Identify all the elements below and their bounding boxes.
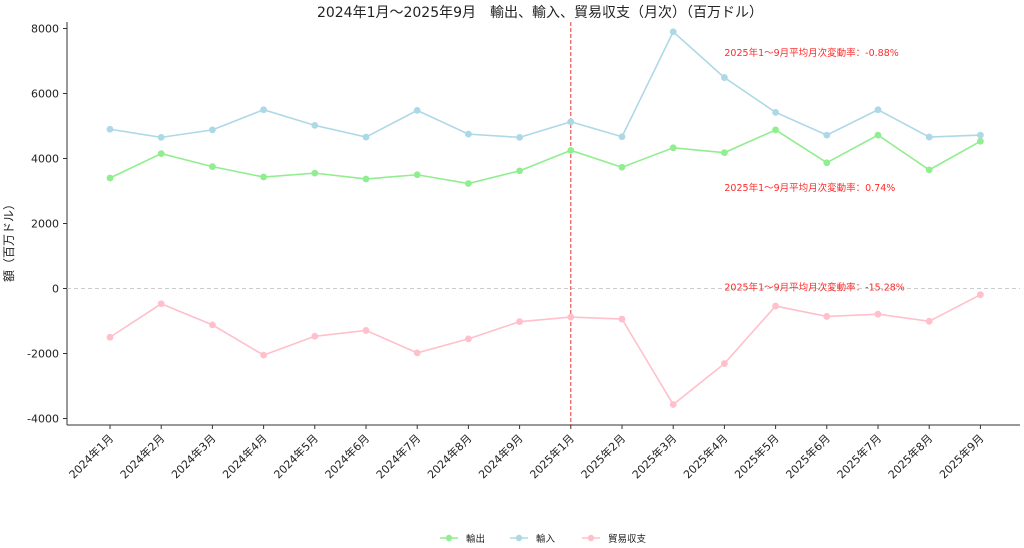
data-point <box>311 169 319 177</box>
data-point <box>618 315 626 323</box>
legend: 輸出 輸入 貿易収支 <box>440 533 647 545</box>
y-tick-label: 8000 <box>31 23 59 36</box>
data-point <box>362 133 370 141</box>
data-point <box>925 317 933 325</box>
x-tick-label: 2025年7月 <box>834 431 884 481</box>
x-tick-label: 2024年5月 <box>271 431 321 481</box>
legend-marker-1 <box>515 534 523 542</box>
data-point <box>925 133 933 141</box>
y-tick-label: 2000 <box>31 218 59 231</box>
y-tick-label: -2000 <box>27 348 59 361</box>
data-point <box>772 126 779 134</box>
legend-label-0: 輸出 <box>466 533 485 545</box>
data-point <box>567 313 575 321</box>
legend-marker-2 <box>587 534 595 542</box>
data-point <box>874 106 882 114</box>
data-point <box>209 321 216 329</box>
data-point <box>209 126 216 134</box>
data-point <box>260 351 267 359</box>
data-point <box>209 163 216 171</box>
data-point <box>157 150 165 158</box>
data-point <box>106 174 114 182</box>
x-tick-label: 2025年1月 <box>527 431 577 481</box>
data-point <box>157 300 165 308</box>
annotation-0: 2025年1～9月平均月次変動率：-0.88% <box>724 47 898 59</box>
legend-marker-0 <box>445 534 453 542</box>
y-tick-label: 4000 <box>31 153 59 166</box>
data-point <box>669 144 677 152</box>
x-tick-label: 2024年1月 <box>66 431 116 481</box>
x-tick-label: 2024年8月 <box>424 431 474 481</box>
data-point <box>721 74 728 81</box>
data-point <box>516 318 523 326</box>
data-point <box>413 171 421 179</box>
data-point <box>260 173 267 181</box>
data-point <box>260 106 267 114</box>
data-point <box>567 118 575 126</box>
x-tick-label: 2024年3月 <box>168 431 218 481</box>
data-point <box>413 349 421 357</box>
data-point <box>362 327 370 334</box>
x-tick-label: 2025年5月 <box>732 431 782 481</box>
data-point <box>874 310 882 318</box>
y-axis-label: 額（百万ドル） <box>2 198 16 282</box>
x-tick-label: 2025年3月 <box>629 431 679 481</box>
y-tick-label: -4000 <box>27 413 59 426</box>
data-point <box>157 133 165 141</box>
data-point <box>311 332 319 340</box>
data-point <box>567 146 575 154</box>
data-point <box>465 335 472 343</box>
legend-label-2: 貿易収支 <box>608 533 647 545</box>
data-point <box>465 130 472 138</box>
x-tick-label: 2024年9月 <box>476 431 526 481</box>
data-point <box>465 180 472 187</box>
data-point <box>977 131 984 139</box>
x-tick-label: 2024年6月 <box>322 431 372 481</box>
data-point <box>516 133 523 141</box>
data-point <box>618 133 626 141</box>
data-point <box>772 108 779 116</box>
data-point <box>362 175 370 183</box>
data-point <box>823 131 831 139</box>
data-point <box>106 125 114 133</box>
x-tick-label: 2024年7月 <box>373 431 423 481</box>
data-point <box>106 333 114 341</box>
x-tick-label: 2024年4月 <box>220 431 270 481</box>
plot-area: -4000 -2000 0 2000 4000 6000 8000 2024年1月 2024年2… <box>27 22 1020 481</box>
data-point <box>413 107 421 114</box>
data-point <box>874 131 882 139</box>
data-point <box>516 167 523 175</box>
y-tick-label: 6000 <box>31 88 59 101</box>
series-line-2 <box>109 293 981 406</box>
x-tick-label: 2025年2月 <box>578 431 628 481</box>
y-tick-label: 0 <box>52 283 59 296</box>
data-point <box>823 159 831 167</box>
chart-title: 2024年1月～2025年9月 輸出、輸入、貿易収支（月次）（百万ドル） <box>317 5 763 21</box>
series-line-0 <box>109 128 981 185</box>
x-tick-label: 2025年8月 <box>885 431 935 481</box>
series-line-1 <box>109 30 981 139</box>
annotation-1: 2025年1～9月平均月次変動率：0.74% <box>724 182 895 194</box>
data-point <box>311 121 319 129</box>
data-point <box>721 149 728 157</box>
x-tick-label: 2025年6月 <box>783 431 833 481</box>
data-point <box>669 28 677 36</box>
data-point <box>772 302 779 310</box>
data-point <box>977 291 984 299</box>
x-tick-label: 2024年2月 <box>117 431 167 481</box>
data-point <box>823 313 831 320</box>
data-point <box>925 166 933 174</box>
x-tick-label: 2025年9月 <box>936 431 986 481</box>
annotation-2: 2025年1～9月平均月次変動率：-15.28% <box>724 281 904 293</box>
x-tick-label: 2025年4月 <box>680 431 730 481</box>
data-point <box>669 401 677 408</box>
data-point <box>721 360 728 367</box>
legend-label-1: 輸入 <box>536 533 556 545</box>
data-point <box>977 137 984 145</box>
data-point <box>618 163 626 171</box>
